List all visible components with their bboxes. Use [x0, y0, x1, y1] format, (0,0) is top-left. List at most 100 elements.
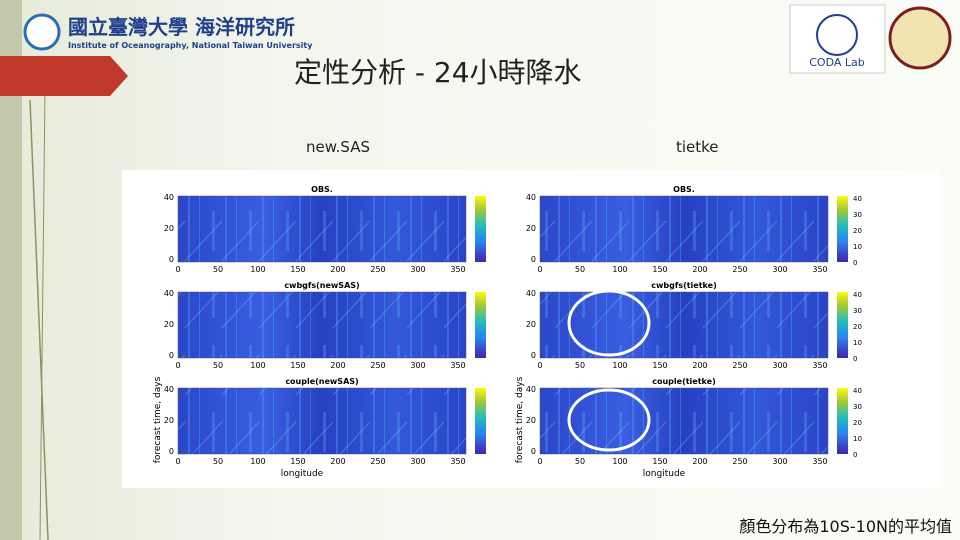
- x-tick-label: 300: [410, 457, 425, 466]
- colorbar-tick-label: 30: [853, 403, 862, 411]
- x-tick-label: 250: [370, 457, 385, 466]
- x-tick-label: 100: [612, 361, 627, 370]
- x-tick-label: 150: [652, 361, 667, 370]
- x-tick-label: 350: [812, 457, 827, 466]
- x-tick-label: 200: [330, 457, 345, 466]
- x-tick-label: 200: [692, 265, 707, 274]
- lab-globe: [816, 14, 858, 56]
- y-tick-label: 0: [531, 447, 536, 456]
- x-tick-label: 50: [213, 361, 223, 370]
- x-axis-label: longitude: [281, 469, 324, 479]
- logo-en: Institute of Oceanography, National Taiw…: [68, 41, 313, 50]
- panel-title: cwbgfs(tietke): [651, 281, 717, 290]
- colorbar-tick-label: 0: [853, 259, 857, 267]
- x-tick-label: 150: [290, 361, 305, 370]
- x-tick-label: 50: [575, 457, 585, 466]
- colorbar: [837, 388, 848, 454]
- slide-title: 定性分析 - 24小時降水: [294, 56, 582, 89]
- heatmap-texture: [540, 196, 828, 262]
- y-tick-label: 0: [169, 255, 174, 264]
- axes-frame: [539, 291, 829, 359]
- x-tick-label: 300: [772, 265, 787, 274]
- y-tick-label: 0: [169, 351, 174, 360]
- x-tick-label: 0: [537, 265, 542, 274]
- highlight-circle: [567, 388, 651, 452]
- y-tick-label: 0: [531, 255, 536, 264]
- x-tick-label: 250: [732, 457, 747, 466]
- title-arrow: [0, 56, 128, 96]
- heatmap-texture: [540, 388, 828, 454]
- deco-line: [29, 99, 49, 540]
- x-axis-label: longitude: [643, 469, 686, 479]
- x-tick-label: 50: [213, 265, 223, 274]
- y-tick-label: 40: [164, 385, 174, 394]
- colorbar-tick-label: 40: [853, 291, 862, 299]
- x-tick-label: 100: [612, 457, 627, 466]
- x-tick-label: 300: [410, 361, 425, 370]
- x-tick-label: 200: [692, 361, 707, 370]
- x-tick-label: 350: [450, 361, 465, 370]
- x-tick-label: 200: [330, 265, 345, 274]
- x-tick-label: 0: [175, 457, 180, 466]
- colorbar: [475, 388, 486, 454]
- panel-title: couple(newSAS): [285, 377, 358, 386]
- x-tick-label: 350: [450, 457, 465, 466]
- logo-icon: [23, 13, 61, 51]
- x-tick-label: 250: [732, 265, 747, 274]
- x-tick-label: 150: [290, 265, 305, 274]
- axes-frame: [177, 387, 467, 455]
- x-tick-label: 150: [652, 265, 667, 274]
- x-tick-label: 250: [370, 265, 385, 274]
- x-tick-label: 350: [812, 361, 827, 370]
- y-tick-label: 40: [526, 385, 536, 394]
- y-axis-label: forecast time, days: [515, 376, 525, 463]
- y-axis-label: forecast time, days: [153, 376, 163, 463]
- y-tick-label: 20: [526, 224, 536, 233]
- x-tick-label: 100: [250, 265, 265, 274]
- x-tick-label: 0: [537, 361, 542, 370]
- x-tick-label: 100: [250, 457, 265, 466]
- y-tick-label: 20: [164, 320, 174, 329]
- colorbar-tick-label: 10: [853, 339, 862, 347]
- colorbar-tick-label: 40: [853, 387, 862, 395]
- axes-frame: [539, 387, 829, 455]
- x-tick-label: 150: [652, 457, 667, 466]
- y-tick-label: 20: [526, 416, 536, 425]
- lab-logo: [789, 4, 886, 74]
- axes-frame: [177, 195, 467, 263]
- ntu-seal: [888, 6, 952, 70]
- side-bar: [0, 0, 22, 540]
- column-label: tietke: [676, 138, 719, 156]
- y-tick-label: 20: [164, 224, 174, 233]
- axes-frame: [539, 195, 829, 263]
- colorbar-tick-label: 30: [853, 307, 862, 315]
- x-tick-label: 250: [370, 361, 385, 370]
- lab-name: CODA Lab: [809, 56, 865, 69]
- y-tick-label: 40: [526, 193, 536, 202]
- x-tick-label: 0: [175, 265, 180, 274]
- deco-line: [39, 89, 46, 540]
- colorbar: [475, 196, 486, 262]
- panel-title: OBS.: [673, 185, 695, 194]
- x-tick-label: 300: [410, 265, 425, 274]
- panel-title: couple(tietke): [652, 377, 716, 386]
- x-tick-label: 250: [732, 361, 747, 370]
- y-tick-label: 0: [169, 447, 174, 456]
- x-tick-label: 50: [213, 457, 223, 466]
- x-tick-label: 0: [175, 361, 180, 370]
- y-tick-label: 20: [526, 320, 536, 329]
- logo-cn: 國立臺灣大學 海洋研究所: [68, 15, 295, 39]
- panel-title: cwbgfs(newSAS): [284, 281, 359, 290]
- colorbar-tick-label: 20: [853, 419, 862, 427]
- x-tick-label: 300: [772, 457, 787, 466]
- colorbar: [837, 292, 848, 358]
- x-tick-label: 200: [330, 361, 345, 370]
- colorbar-tick-label: 10: [853, 243, 862, 251]
- axes-frame: [177, 291, 467, 359]
- colorbar-tick-label: 30: [853, 211, 862, 219]
- x-tick-label: 350: [450, 265, 465, 274]
- y-tick-label: 40: [164, 193, 174, 202]
- colorbar-tick-label: 20: [853, 227, 862, 235]
- footnote: 顏色分布為10S-10N的平均值: [739, 517, 952, 536]
